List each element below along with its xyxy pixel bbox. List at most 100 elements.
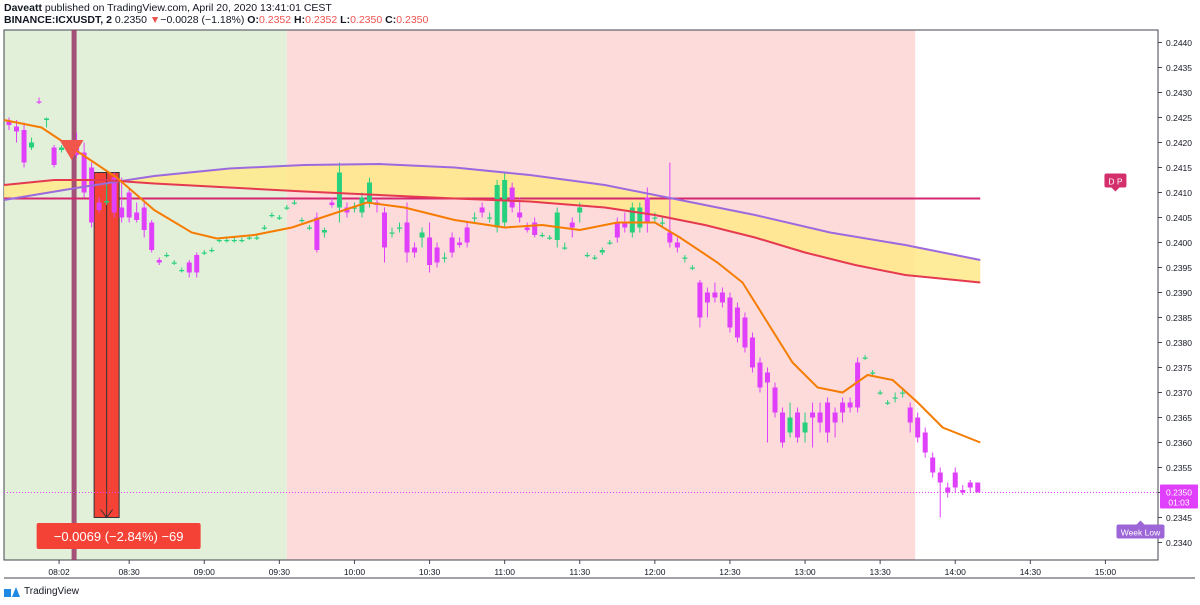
- candle-body: [419, 232, 425, 238]
- x-tick-label: 09:00: [194, 567, 216, 577]
- candle-body: [614, 222, 620, 238]
- x-tick-label: 13:30: [869, 567, 891, 577]
- current-price-label: 0.2350: [1166, 488, 1192, 498]
- y-tick-label: 0.2405: [1166, 213, 1192, 223]
- candle-body: [712, 292, 718, 298]
- symbol-name[interactable]: BINANCE:ICXUSDT, 2: [4, 14, 112, 26]
- candle-body: [397, 227, 403, 229]
- candle-body: [877, 392, 883, 394]
- y-tick-label: 0.2340: [1166, 538, 1192, 548]
- candle-body: [96, 202, 102, 210]
- candle-body: [254, 237, 260, 239]
- candle-body: [975, 482, 981, 493]
- candle-body: [967, 482, 973, 488]
- candle-body: [156, 260, 162, 263]
- candle-body: [366, 182, 372, 203]
- footer: TradingView: [4, 586, 79, 597]
- sma-red-line: [3, 179, 981, 284]
- candle-body: [757, 362, 763, 388]
- y-tick-label: 0.2400: [1166, 238, 1192, 248]
- candle-body: [855, 362, 861, 408]
- sma-purple-line: [3, 162, 981, 261]
- candle-body: [224, 240, 230, 242]
- measure-arrow-head: [100, 509, 114, 519]
- candle-body: [592, 257, 598, 259]
- candle-body: [637, 207, 643, 228]
- candle-body: [412, 247, 418, 253]
- candle-body: [111, 177, 117, 213]
- candle-body: [742, 317, 748, 348]
- tradingview-logo-icon: [4, 586, 20, 597]
- candle-body: [659, 222, 665, 224]
- candle-body: [336, 172, 342, 208]
- publish-line: Daveatt published on TradingView.com, Ap…: [4, 2, 1194, 14]
- y-tick-label: 0.2395: [1166, 263, 1192, 273]
- x-tick-label: 12:30: [719, 567, 741, 577]
- current-price-tag: [1160, 484, 1198, 509]
- y-tick-label: 0.2430: [1166, 88, 1192, 98]
- candle-body: [134, 212, 140, 220]
- x-tick-label: 13:00: [794, 567, 816, 577]
- y-tick-label: 0.2375: [1166, 363, 1192, 373]
- candle-body: [59, 147, 65, 150]
- candle-body: [141, 207, 147, 230]
- candle-body: [6, 121, 12, 125]
- candle-body: [299, 220, 305, 222]
- measure-label: −0.0069 (−2.84%) −69: [54, 529, 184, 544]
- candle-body: [306, 227, 312, 229]
- candle-body: [795, 412, 801, 438]
- candle-body: [126, 192, 132, 218]
- candle-body: [269, 215, 275, 217]
- week-low-pointer: [1136, 520, 1145, 525]
- open-value: 0.2352: [258, 14, 292, 26]
- candle-body: [629, 207, 635, 233]
- candle-body: [734, 307, 740, 338]
- open-label: O:: [247, 14, 259, 26]
- candle-body: [689, 267, 695, 269]
- candle-body: [404, 222, 410, 253]
- candle-body: [119, 207, 125, 218]
- close-label: C:: [385, 14, 397, 26]
- x-tick-label: 14:30: [1020, 567, 1042, 577]
- candle-body: [810, 412, 816, 418]
- x-tick-label: 10:00: [344, 567, 366, 577]
- y-tick-label: 0.2345: [1166, 513, 1192, 523]
- footer-brand[interactable]: TradingView: [24, 586, 80, 597]
- sell-signal-triangle-icon: [59, 140, 84, 160]
- author[interactable]: Daveatt: [4, 2, 42, 14]
- x-tick-label: 11:30: [569, 567, 590, 577]
- x-tick-label: 09:30: [269, 567, 291, 577]
- candle-body: [389, 232, 395, 234]
- candle-body: [179, 270, 185, 272]
- candle-body: [832, 412, 838, 423]
- candle-body: [201, 252, 207, 254]
- candle-body: [719, 292, 725, 303]
- candle-body: [457, 242, 463, 245]
- candle-body: [449, 237, 455, 253]
- candle-body: [517, 212, 523, 218]
- candle-body: [900, 392, 906, 394]
- candle-body: [749, 337, 755, 368]
- measure-label-bg: [36, 523, 201, 549]
- candle-body: [81, 152, 87, 193]
- candle-body: [907, 407, 913, 423]
- candle-body: [276, 217, 282, 219]
- y-tick-label: 0.2440: [1166, 38, 1192, 48]
- candle-body: [171, 262, 177, 264]
- candle-body: [464, 227, 470, 243]
- candle-body: [607, 242, 613, 244]
- candle-body: [186, 262, 192, 273]
- candle-body: [434, 247, 440, 263]
- candle-body: [209, 250, 215, 252]
- candle-body: [562, 247, 568, 249]
- candle-body: [892, 397, 898, 399]
- x-tick-label: 08:30: [119, 567, 141, 577]
- candle-body: [817, 412, 823, 423]
- chart-header: Daveatt published on TradingView.com, Ap…: [4, 2, 1194, 28]
- y-tick-label: 0.2370: [1166, 388, 1192, 398]
- last-price: 0.2350: [114, 14, 147, 26]
- candle-body: [164, 255, 170, 257]
- candle-body: [697, 282, 703, 318]
- candle-body: [547, 237, 553, 239]
